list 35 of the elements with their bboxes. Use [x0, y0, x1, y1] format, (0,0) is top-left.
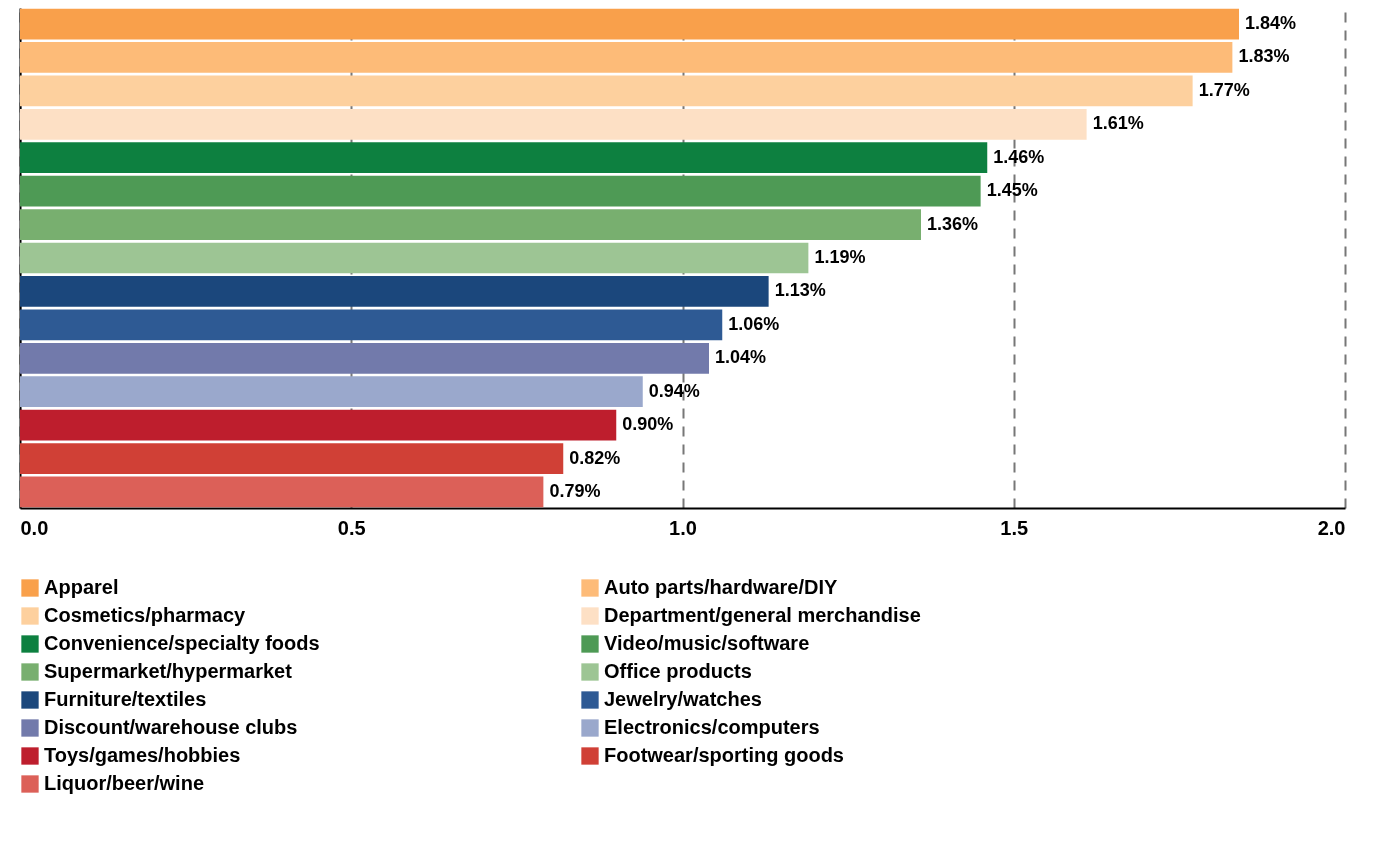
legend-label: Electronics/computers [604, 716, 820, 738]
x-tick-label: 1.0 [669, 516, 697, 539]
legend-label: Discount/warehouse clubs [44, 716, 298, 738]
data-label: 1.61% [1092, 113, 1144, 134]
data-label: 0.79% [549, 480, 601, 501]
legend-label: Apparel [44, 576, 119, 598]
data-label: 1.04% [715, 347, 767, 368]
data-label: 1.13% [774, 280, 826, 301]
data-label: 1.06% [728, 313, 780, 334]
data-label: 1.84% [1245, 13, 1297, 34]
legend-label: Auto parts/hardware/DIY [604, 576, 839, 598]
legend-label: Supermarket/hypermarket [44, 660, 293, 682]
legend-label: Convenience/specialty foods [44, 632, 320, 654]
x-tick-label: 1.5 [1000, 516, 1029, 539]
data-label: 1.45% [986, 180, 1038, 201]
data-label: 0.90% [622, 414, 674, 435]
legend-label: Liquor/beer/wine [44, 772, 205, 794]
x-tick-label: 2.0 [1317, 516, 1346, 539]
legend-label: Furniture/textiles [44, 688, 207, 710]
data-label: 0.82% [569, 447, 621, 468]
data-label: 1.36% [927, 213, 979, 234]
x-tick-label: 0.5 [337, 516, 366, 539]
data-label: 1.46% [993, 146, 1045, 167]
x-tick-label: 0.0 [20, 516, 49, 539]
legend-label: Office products [604, 660, 752, 682]
data-label: 1.83% [1238, 46, 1290, 67]
legend-label: Toys/games/hobbies [44, 744, 241, 766]
data-label: 0.94% [648, 380, 700, 401]
data-label: 1.19% [814, 247, 866, 267]
legend-label: Footwear/sporting goods [604, 744, 844, 766]
legend-label: Jewelry/watches [604, 688, 762, 710]
data-label: 1.77% [1198, 79, 1250, 100]
legend-label: Video/music/software [604, 632, 810, 654]
legend-label: Cosmetics/pharmacy [44, 604, 247, 626]
legend-label: Department/general merchandise [604, 604, 921, 626]
